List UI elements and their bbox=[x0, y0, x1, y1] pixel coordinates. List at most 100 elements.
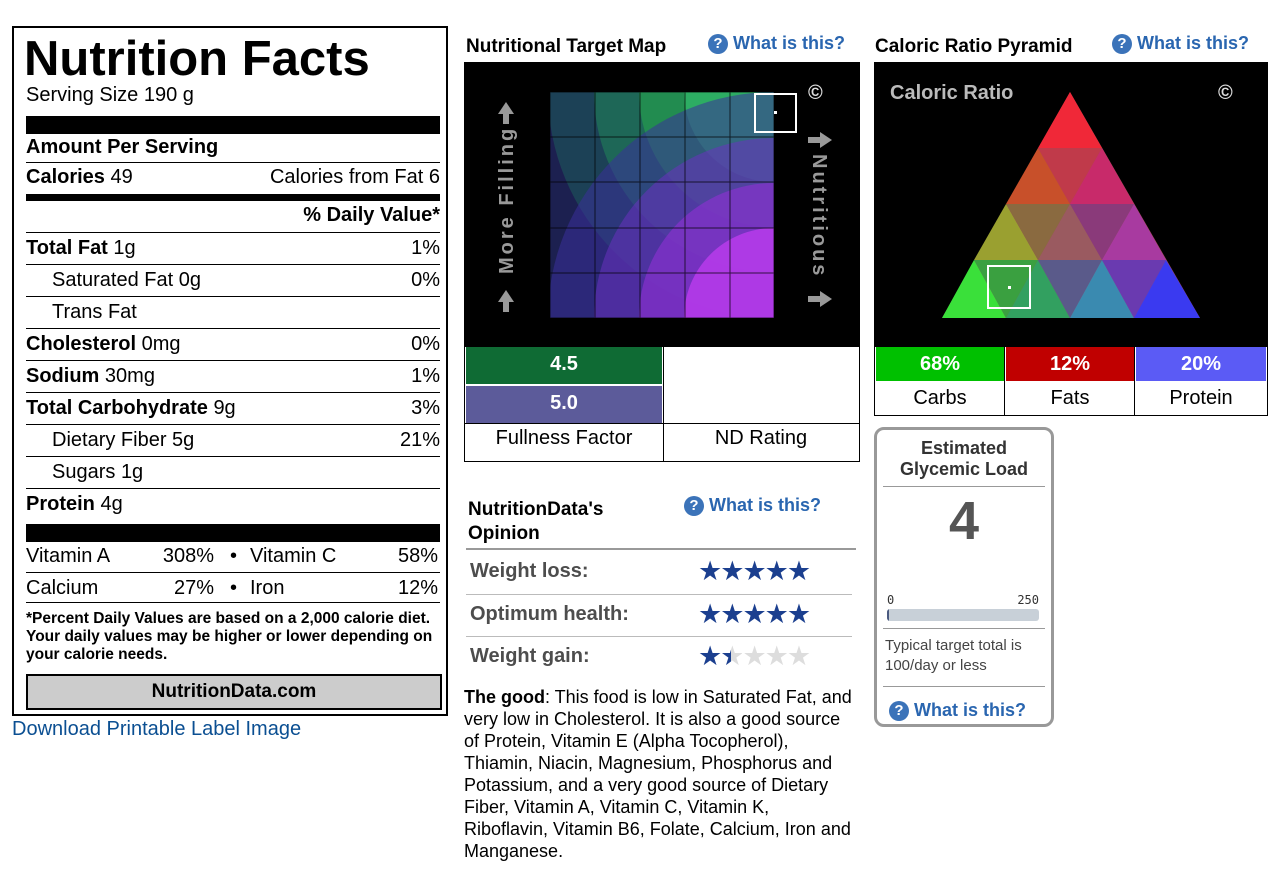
serving-size: Serving Size 190 g bbox=[26, 84, 194, 106]
help-icon: ? bbox=[708, 33, 728, 54]
nutrient-row: Trans Fat bbox=[26, 297, 440, 327]
nutrient-label: Protein 4g bbox=[26, 489, 123, 519]
carbs-percent: 68% bbox=[876, 347, 1004, 381]
nutrient-label: Cholesterol 0mg bbox=[26, 329, 181, 359]
caloric-ratio-table bbox=[874, 346, 1268, 416]
nutrient-percent: 0% bbox=[411, 333, 440, 355]
star-full-icon: ★ bbox=[742, 556, 766, 586]
help-icon: ? bbox=[684, 495, 704, 516]
opinion-row: Weight loss: ★★★★★ bbox=[466, 552, 852, 592]
calories-fat-label: Calories from Fat bbox=[269, 166, 424, 188]
star-empty-icon: ★ bbox=[742, 641, 766, 671]
star-full-icon: ★ bbox=[786, 556, 811, 586]
target-map-marker-dot bbox=[774, 111, 777, 114]
glycemic-help-link[interactable]: ? What is this? bbox=[889, 700, 1026, 721]
nutrient-row: Protein 4g bbox=[26, 489, 440, 519]
star-rating: ★★★★★ bbox=[698, 556, 811, 587]
glycemic-note: Typical target total is 100/day or less bbox=[885, 637, 1022, 674]
nutrient-row: Sodium 30mg 1% bbox=[26, 361, 440, 391]
opinion-row: Optimum health: ★★★★★ bbox=[466, 594, 852, 635]
nutritious-axis-label: Nutritious bbox=[808, 154, 830, 279]
star-full-icon: ★ bbox=[698, 599, 722, 629]
nd-rating-label: ND Rating bbox=[714, 427, 808, 449]
amount-per-serving-label: Amount Per Serving bbox=[26, 136, 219, 158]
calories-value: 49 bbox=[110, 166, 133, 188]
nutrient-amount: 4g bbox=[100, 493, 123, 515]
nutrient-amount: 0g bbox=[178, 269, 201, 291]
calories-from-fat: Calories from Fat 6 bbox=[270, 162, 440, 192]
vitamin-name: Calcium bbox=[26, 577, 99, 599]
vitamin-percent: 308% bbox=[162, 545, 214, 567]
divider bbox=[26, 162, 440, 163]
star-full-icon: ★ bbox=[720, 599, 744, 629]
vitamin-name: Iron bbox=[250, 577, 285, 599]
pyramid-marker bbox=[987, 265, 1031, 309]
help-link-text: What is this? bbox=[709, 495, 821, 515]
help-link-text: What is this? bbox=[1137, 33, 1249, 53]
nutrient-amount: 1g bbox=[120, 461, 144, 483]
the-good-text: The good: This food is low in Saturated … bbox=[464, 686, 854, 862]
nutrient-amount: 0mg bbox=[141, 333, 181, 355]
star-full-icon: ★ bbox=[742, 599, 766, 629]
pyramid-inner-title: Caloric Ratio bbox=[890, 82, 1014, 104]
opinion-title: NutritionData's Opinion bbox=[468, 499, 604, 544]
pyramid-title: Caloric Ratio Pyramid bbox=[875, 36, 1073, 57]
nutrient-label: Total Carbohydrate 9g bbox=[26, 393, 236, 423]
star-full-icon: ★ bbox=[698, 641, 722, 671]
opinion-label: Optimum health: bbox=[470, 603, 629, 625]
opinion-label: Weight loss: bbox=[470, 560, 589, 582]
nutrient-name: Dietary Fiber bbox=[52, 429, 167, 451]
vitamin-name: Vitamin C bbox=[250, 545, 337, 567]
star-full-icon: ★ bbox=[720, 556, 744, 586]
nutrient-amount: 30mg bbox=[104, 365, 155, 387]
star-empty-icon: ★ bbox=[786, 641, 811, 671]
axis-arrows bbox=[498, 102, 832, 312]
pyramid-help-link[interactable]: ? What is this? bbox=[1112, 33, 1249, 54]
vitamin-name: Vitamin A bbox=[26, 545, 111, 567]
fats-percent: 12% bbox=[1006, 347, 1134, 381]
nutrient-row: Dietary Fiber 5g 21% bbox=[26, 425, 440, 455]
thick-divider bbox=[26, 116, 440, 134]
star-full-icon: ★ bbox=[786, 599, 811, 629]
glycemic-min: 0 bbox=[887, 593, 895, 607]
calories: Calories 49 bbox=[26, 162, 133, 192]
nutrient-name: Protein bbox=[26, 493, 95, 515]
footnote: *Percent Daily Values are based on a 2,0… bbox=[26, 610, 433, 663]
nutrient-row: Total Fat 1g 1% bbox=[26, 233, 440, 263]
more-filling-axis-label: More Filling bbox=[496, 125, 518, 274]
star-rating: ★★★★★ bbox=[698, 641, 811, 672]
help-icon: ? bbox=[1112, 33, 1132, 54]
pyramid-marker-dot bbox=[1008, 286, 1011, 289]
divider bbox=[466, 548, 856, 550]
divider bbox=[26, 456, 440, 457]
target-map: More Filling Nutritious © bbox=[464, 62, 860, 346]
divider bbox=[26, 572, 440, 573]
fullness-factor-value: 4.5 bbox=[466, 347, 662, 384]
nutrient-label: Trans Fat bbox=[52, 297, 137, 327]
nutrient-percent: 21% bbox=[399, 429, 440, 451]
nutrient-name: Total Fat bbox=[26, 237, 108, 259]
divider bbox=[464, 423, 860, 424]
thick-divider bbox=[26, 524, 440, 542]
bullet-separator: • bbox=[230, 545, 238, 567]
glycemic-value: 4 bbox=[948, 491, 980, 551]
nutrient-label: Saturated Fat 0g bbox=[52, 265, 201, 295]
divider bbox=[26, 392, 440, 393]
target-map-help-link[interactable]: ? What is this? bbox=[708, 33, 845, 54]
divider bbox=[883, 686, 1045, 687]
opinion-help-link[interactable]: ? What is this? bbox=[684, 495, 821, 516]
divider bbox=[26, 488, 440, 489]
target-map-scores bbox=[464, 346, 860, 462]
nutrient-label: Dietary Fiber 5g bbox=[52, 425, 194, 455]
opinion-row: Weight gain: ★★★★★ bbox=[466, 636, 852, 677]
star-half-icon: ★ bbox=[720, 641, 744, 671]
nutrient-row: Sugars 1g bbox=[26, 457, 440, 487]
divider bbox=[26, 328, 440, 329]
star-full-icon: ★ bbox=[764, 599, 789, 629]
divider bbox=[26, 602, 440, 603]
calories-fat-value: 6 bbox=[428, 166, 440, 188]
download-label-link[interactable]: Download Printable Label Image bbox=[12, 718, 302, 740]
glycemic-scale-fill bbox=[887, 609, 890, 621]
fullness-factor-label: Fullness Factor bbox=[495, 427, 633, 449]
opinion-label: Weight gain: bbox=[470, 645, 590, 667]
